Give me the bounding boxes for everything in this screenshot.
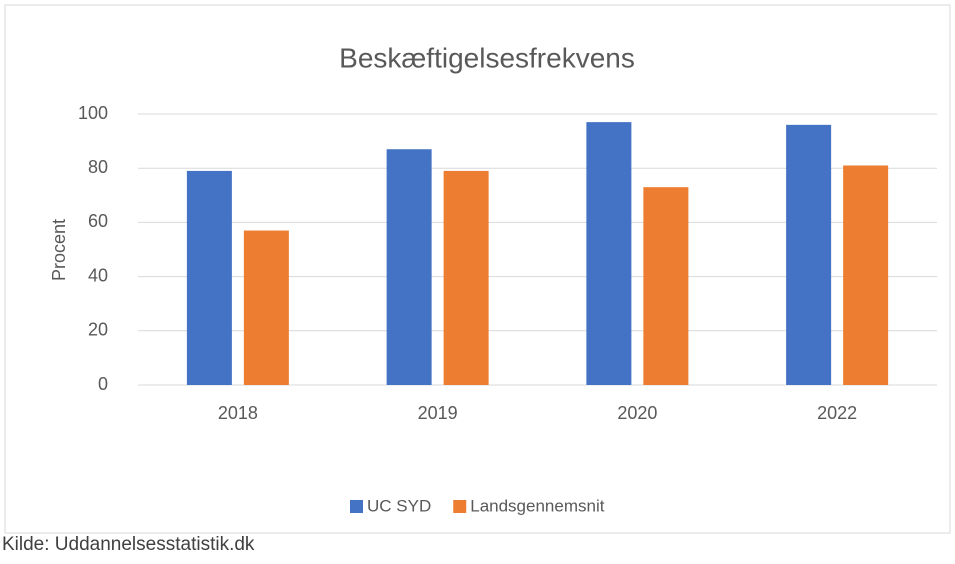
bar <box>243 230 289 385</box>
bar <box>186 170 232 385</box>
legend-swatch <box>453 500 467 513</box>
bar <box>643 187 689 385</box>
y-tick-label: 0 <box>98 374 108 394</box>
source-note: Kilde: Uddannelsesstatistik.dk <box>2 534 255 555</box>
y-tick-label: 100 <box>78 103 108 123</box>
x-tick-label: 2020 <box>617 403 657 423</box>
x-tick-label: 2018 <box>218 403 258 423</box>
y-tick-label: 60 <box>88 211 108 231</box>
bar <box>443 170 489 385</box>
y-tick-label: 20 <box>88 320 108 340</box>
y-tick-label: 80 <box>88 157 108 177</box>
bar <box>786 124 832 385</box>
bar <box>386 149 432 385</box>
y-tick-label: 40 <box>88 265 108 285</box>
bar <box>586 122 632 385</box>
y-axis-label: Procent <box>49 219 69 281</box>
x-tick-label: 2019 <box>418 403 458 423</box>
legend-swatch <box>350 500 363 513</box>
chart-title: Beskæftigelsesfrekvens <box>339 42 635 73</box>
x-tick-label: 2022 <box>817 403 857 423</box>
legend-label: Landsgennemsnit <box>470 496 604 515</box>
legend-label: UC SYD <box>367 496 431 515</box>
bar <box>843 165 889 385</box>
